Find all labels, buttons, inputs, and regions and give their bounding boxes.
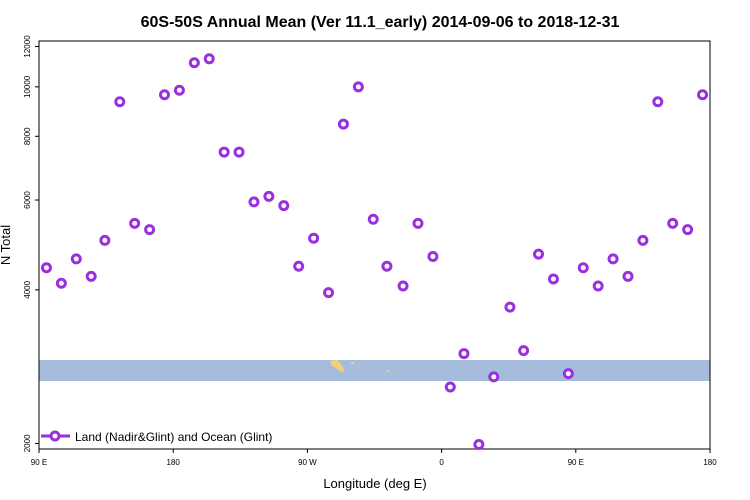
data-point <box>218 146 230 158</box>
data-point <box>412 217 424 229</box>
data-point <box>129 217 141 229</box>
data-point <box>203 53 215 65</box>
x-tick-label: 180 <box>703 458 717 467</box>
data-point <box>85 270 97 282</box>
data-point <box>504 301 516 313</box>
data-point <box>397 280 409 292</box>
y-tick-label: 2000 <box>23 434 32 452</box>
legend-label: Land (Nadir&Glint) and Ocean (Glint) <box>75 430 272 444</box>
data-point <box>144 224 156 236</box>
data-point <box>337 118 349 130</box>
data-point <box>637 234 649 246</box>
data-point <box>667 217 679 229</box>
data-point <box>70 253 82 265</box>
data-point <box>562 368 574 380</box>
data-point <box>55 277 67 289</box>
data-points <box>40 53 709 451</box>
x-tick-label: 90 E <box>568 458 584 467</box>
data-point <box>473 439 485 451</box>
data-point <box>592 280 604 292</box>
land-mass <box>330 360 389 372</box>
y-tick-label: 4000 <box>23 280 32 298</box>
x-tick-label: 90 E <box>31 458 47 467</box>
data-point <box>99 234 111 246</box>
data-point <box>518 345 530 357</box>
data-point <box>263 190 275 202</box>
x-tick-label: 0 <box>439 458 444 467</box>
data-point <box>367 213 379 225</box>
data-point <box>458 348 470 360</box>
data-point <box>547 273 559 285</box>
plot-frame <box>38 40 711 450</box>
data-point <box>323 287 335 299</box>
x-tick-label: 180 <box>167 458 181 467</box>
data-point <box>577 262 589 274</box>
data-point <box>697 89 709 101</box>
ocean-band <box>39 360 710 381</box>
data-point <box>607 253 619 265</box>
data-point <box>652 96 664 108</box>
x-axis-label: Longitude (deg E) <box>323 476 426 491</box>
data-point <box>533 248 545 260</box>
y-tick-label: 8000 <box>23 127 32 145</box>
data-point <box>40 262 52 274</box>
data-point <box>427 250 439 262</box>
y-tick-label: 12000 <box>23 35 32 58</box>
data-point <box>114 96 126 108</box>
data-point <box>682 224 694 236</box>
y-axis-ticks: 2000 4000 6000 8000 10000 12000 <box>23 35 39 452</box>
data-point <box>352 81 364 93</box>
data-point <box>293 260 305 272</box>
x-axis-ticks: 90 E 180 90 W 0 90 E 180 <box>31 449 717 467</box>
data-point <box>308 232 320 244</box>
data-point <box>444 381 456 393</box>
data-point <box>159 89 171 101</box>
legend: Land (Nadir&Glint) and Ocean (Glint) <box>41 430 272 444</box>
data-point <box>248 196 260 208</box>
data-point <box>381 260 393 272</box>
data-point <box>233 146 245 158</box>
data-point <box>278 200 290 212</box>
data-point <box>488 371 500 383</box>
legend-marker <box>49 430 61 442</box>
data-point <box>622 270 634 282</box>
y-tick-label: 10000 <box>23 75 32 98</box>
y-axis-label: N Total <box>0 225 13 265</box>
y-tick-label: 6000 <box>23 191 32 209</box>
chart-title: 60S-50S Annual Mean (Ver 11.1_early) 201… <box>141 14 620 31</box>
x-tick-label: 90 W <box>298 458 317 467</box>
data-point <box>188 57 200 69</box>
data-point <box>173 84 185 96</box>
